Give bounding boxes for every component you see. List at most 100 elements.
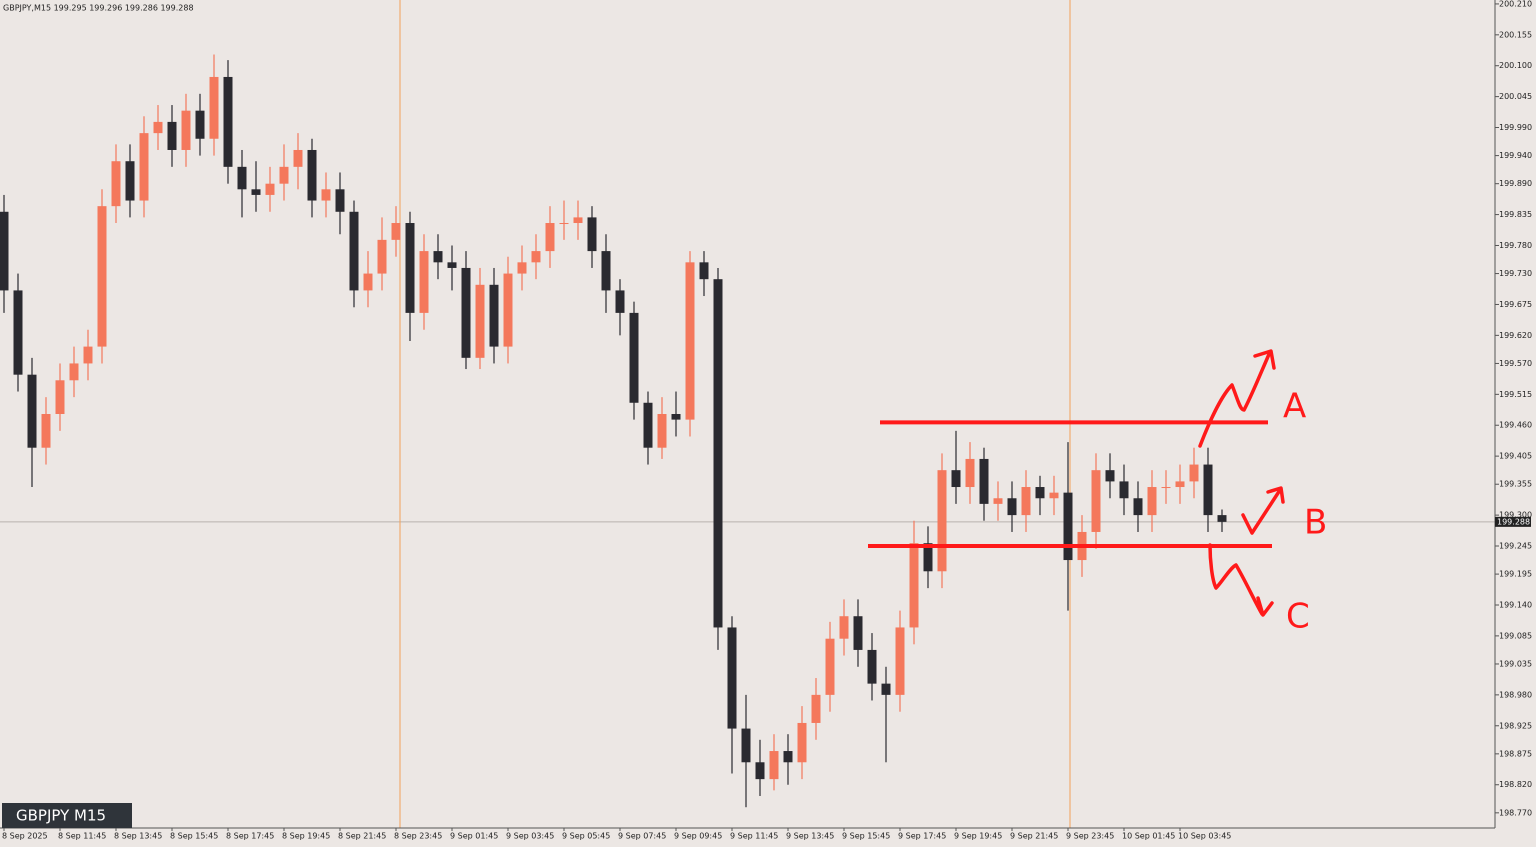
- x-tick-label: 9 Sep 09:45: [674, 832, 722, 841]
- candle-body: [699, 262, 709, 280]
- annotation-label: B: [1304, 503, 1327, 543]
- candle-body: [1217, 515, 1227, 522]
- y-tick-label: 198.925: [1499, 721, 1532, 730]
- x-tick-label: 9 Sep 19:45: [954, 832, 1002, 841]
- y-tick-label: 199.780: [1499, 241, 1532, 250]
- y-tick-label: 198.980: [1499, 690, 1532, 699]
- candle-body: [713, 279, 723, 628]
- candle-body: [475, 284, 485, 358]
- candle-body: [643, 402, 653, 448]
- x-tick-label: 8 Sep 11:45: [58, 832, 106, 841]
- candle-body: [545, 223, 555, 252]
- x-tick-label: 10 Sep 01:45: [1122, 832, 1175, 841]
- candle-body: [783, 751, 793, 763]
- y-tick-label: 199.355: [1499, 480, 1532, 489]
- candle-body: [881, 683, 891, 695]
- candle-body: [769, 751, 779, 780]
- candle-body: [839, 616, 849, 639]
- annotation-label: C: [1286, 597, 1310, 637]
- chart-header: GBPJPY,M15 199.295 199.296 199.286 199.2…: [3, 4, 194, 13]
- y-tick-label: 200.100: [1499, 61, 1532, 70]
- x-tick-label: 9 Sep 13:45: [786, 832, 834, 841]
- y-tick-label: 198.875: [1499, 749, 1532, 758]
- candle-body: [937, 470, 947, 572]
- annotation-label: A: [1283, 387, 1306, 427]
- candle-body: [223, 76, 233, 167]
- candle-body: [447, 262, 457, 268]
- candle-body: [1133, 498, 1143, 516]
- candle-body: [755, 762, 765, 780]
- y-tick-label: 200.155: [1499, 30, 1532, 39]
- candle-body: [797, 722, 807, 763]
- candle-body: [405, 223, 415, 313]
- candle-body: [1189, 464, 1199, 482]
- x-tick-label: 8 Sep 21:45: [338, 832, 386, 841]
- candle-body: [1203, 464, 1213, 516]
- candle-body: [965, 458, 975, 488]
- candle-body: [209, 76, 219, 139]
- candle-body: [279, 166, 289, 184]
- y-tick-label: 199.460: [1499, 421, 1532, 430]
- y-tick-label: 198.770: [1499, 808, 1532, 817]
- candle-body: [895, 627, 905, 695]
- candle-body: [195, 110, 205, 139]
- candle-body: [349, 211, 359, 291]
- y-tick-label: 199.940: [1499, 151, 1532, 160]
- hand-drawn-arrows: [1198, 349, 1285, 617]
- candle-body: [125, 161, 135, 201]
- candle-body: [237, 166, 247, 190]
- candle-body: [1007, 498, 1017, 516]
- candle-body: [657, 414, 667, 448]
- candle-body: [377, 239, 387, 274]
- x-tick-label: 8 Sep 23:45: [394, 832, 442, 841]
- candle-body: [0, 211, 9, 291]
- y-tick-label: 199.570: [1499, 359, 1532, 368]
- candle-body: [741, 728, 751, 763]
- y-tick-label: 199.620: [1499, 331, 1532, 340]
- candle-body: [433, 251, 443, 263]
- candle-body: [867, 649, 877, 684]
- price-tag-bg: [1495, 516, 1531, 527]
- candle-body: [97, 206, 107, 347]
- candle-body: [265, 183, 275, 195]
- x-tick-label: 9 Sep 17:45: [898, 832, 946, 841]
- candle-body: [1091, 470, 1101, 532]
- candle-body: [993, 498, 1003, 504]
- candle-body: [293, 149, 303, 167]
- x-tick-label: 9 Sep 21:45: [1010, 832, 1058, 841]
- candle-body: [979, 458, 989, 504]
- x-tick-label: 9 Sep 23:45: [1066, 832, 1114, 841]
- badge-bg: [2, 803, 132, 828]
- y-tick-label: 199.035: [1499, 659, 1532, 668]
- candle-body: [69, 363, 79, 381]
- candle-body: [853, 616, 863, 650]
- y-tick-label: 199.195: [1499, 570, 1532, 579]
- candle-body: [1175, 481, 1185, 488]
- candle-body: [391, 223, 401, 240]
- candle-body: [1049, 492, 1059, 499]
- candle-body: [1021, 487, 1031, 516]
- candle-body: [573, 217, 583, 224]
- y-tick-label: 199.515: [1499, 390, 1532, 399]
- x-tick-label: 9 Sep 05:45: [562, 832, 610, 841]
- candle-body: [1063, 492, 1073, 561]
- candle-body: [517, 262, 527, 274]
- x-tick-label: 8 Sep 2025: [2, 832, 48, 841]
- x-tick-label: 8 Sep 13:45: [114, 832, 162, 841]
- candle-body: [1119, 481, 1129, 499]
- y-tick-label: 199.675: [1499, 300, 1532, 309]
- candle-body: [419, 251, 429, 313]
- x-tick-label: 10 Sep 03:45: [1178, 832, 1231, 841]
- y-tick-label: 199.300: [1499, 511, 1532, 520]
- candle-body: [601, 251, 611, 291]
- y-tick-label: 199.140: [1499, 600, 1532, 609]
- candle-body: [111, 161, 121, 207]
- x-tick-label: 9 Sep 01:45: [450, 832, 498, 841]
- y-tick-label: 199.890: [1499, 179, 1532, 188]
- candle-body: [139, 133, 149, 201]
- candle-body: [629, 312, 639, 403]
- candle-body: [83, 346, 93, 364]
- candle-body: [321, 189, 331, 201]
